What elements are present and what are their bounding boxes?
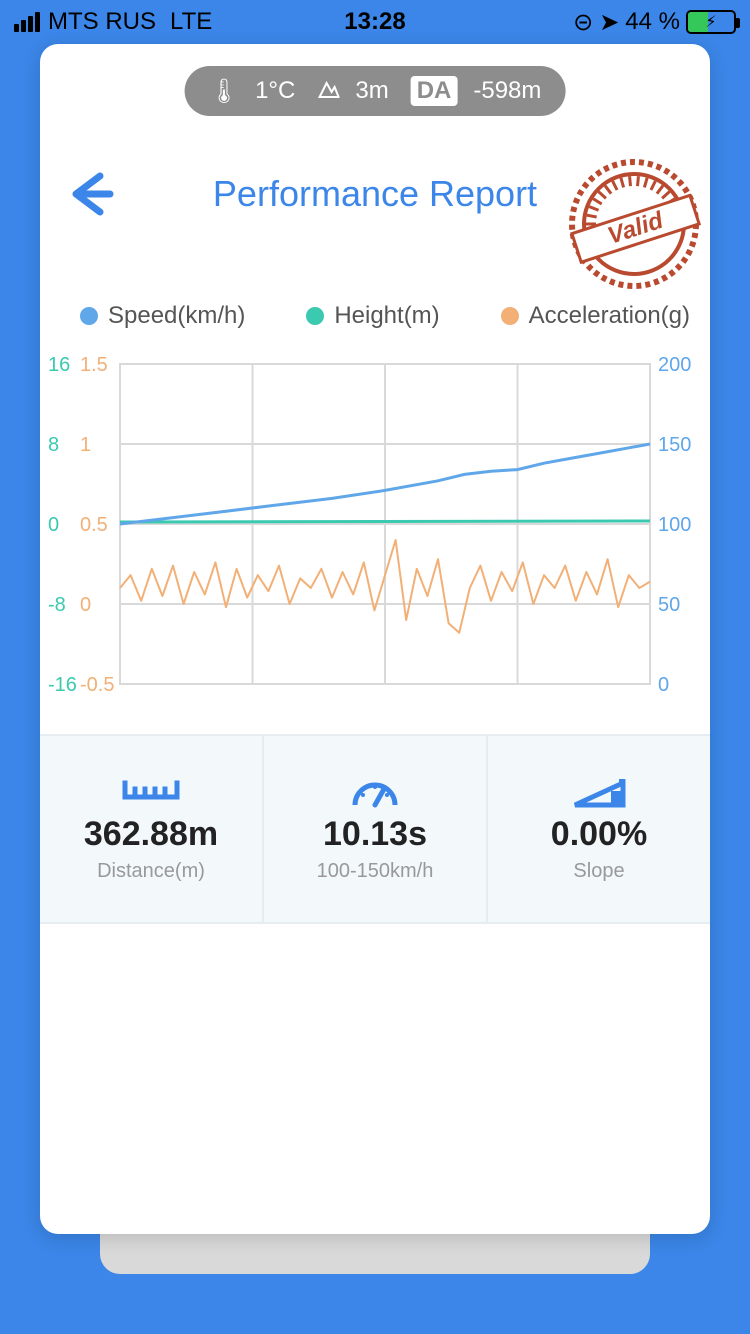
svg-text:100: 100 — [658, 514, 691, 536]
orientation-lock-icon: ⊝ — [573, 8, 593, 37]
svg-text:0: 0 — [658, 674, 669, 694]
charging-icon: ⚡︎ — [705, 12, 716, 32]
svg-text:-8: -8 — [48, 594, 66, 616]
metric-value: 10.13s — [323, 815, 427, 854]
svg-text:0: 0 — [80, 594, 91, 616]
signal-icon — [14, 12, 40, 32]
network: LTE — [170, 8, 212, 36]
svg-text:-16: -16 — [48, 674, 77, 694]
da-value: -598m — [473, 77, 541, 105]
status-left: MTS RUS LTE — [14, 8, 212, 36]
metric-value: 362.88m — [84, 815, 218, 854]
svg-text:0: 0 — [48, 514, 59, 536]
metric-slope: 0.00% Slope — [488, 736, 710, 922]
thermometer-icon: 🌡 — [209, 77, 239, 106]
legend-item: Speed(km/h) — [80, 302, 245, 330]
temp-value: 1°C — [255, 77, 295, 105]
legend-label: Acceleration(g) — [529, 302, 690, 330]
legend-label: Speed(km/h) — [108, 302, 245, 330]
status-right: ⊝ ➤ 44 % ⚡︎ — [573, 8, 736, 37]
da-badge: DA — [411, 76, 458, 106]
ruler-icon — [121, 775, 181, 809]
back-button[interactable] — [60, 164, 120, 224]
legend-item: Height(m) — [306, 302, 439, 330]
legend-label: Height(m) — [334, 302, 439, 330]
svg-text:-0.5: -0.5 — [80, 674, 114, 694]
gauge-icon — [350, 775, 400, 809]
metric-ruler: 362.88m Distance(m) — [40, 736, 264, 922]
report-card: 🌡 1°C 3m DA -598m Performance Report Val… — [40, 44, 710, 1234]
metric-gauge: 10.13s 100-150km/h — [264, 736, 488, 922]
legend-dot-icon — [306, 307, 324, 325]
battery-icon: ⚡︎ — [686, 10, 736, 34]
metric-label: Slope — [573, 860, 624, 883]
svg-text:200: 200 — [658, 354, 691, 376]
location-icon: ➤ — [599, 8, 619, 37]
valid-stamp: Valid — [564, 154, 704, 294]
altitude-value: 3m — [355, 77, 388, 105]
svg-text:16: 16 — [48, 354, 70, 376]
metric-label: 100-150km/h — [317, 860, 434, 883]
metrics-row: 362.88m Distance(m) 10.13s 100-150km/h 0… — [40, 734, 710, 924]
svg-text:50: 50 — [658, 594, 680, 616]
svg-text:150: 150 — [658, 434, 691, 456]
svg-text:8: 8 — [48, 434, 59, 456]
chart: 16 8 0 -8 -16 1.5 1 0.5 0 -0.5 200 150 100 50 0 — [40, 354, 700, 694]
svg-text:1: 1 — [80, 434, 91, 456]
page-title: Performance Report — [213, 173, 537, 215]
metric-value: 0.00% — [551, 815, 647, 854]
metric-label: Distance(m) — [97, 860, 205, 883]
mountain-icon — [317, 77, 339, 105]
legend-dot-icon — [80, 307, 98, 325]
carrier: MTS RUS — [48, 8, 156, 36]
card-stack-shadow — [100, 1214, 650, 1274]
conditions-pill: 🌡 1°C 3m DA -598m — [185, 66, 566, 116]
clock: 13:28 — [344, 8, 405, 36]
battery-pct: 44 % — [625, 8, 680, 36]
svg-text:1.5: 1.5 — [80, 354, 108, 376]
legend-dot-icon — [501, 307, 519, 325]
slope-icon — [571, 775, 627, 809]
status-bar: MTS RUS LTE 13:28 ⊝ ➤ 44 % ⚡︎ — [0, 0, 750, 44]
legend-item: Acceleration(g) — [501, 302, 690, 330]
svg-text:0.5: 0.5 — [80, 514, 108, 536]
chart-legend: Speed(km/h) Height(m) Acceleration(g) — [80, 302, 690, 330]
